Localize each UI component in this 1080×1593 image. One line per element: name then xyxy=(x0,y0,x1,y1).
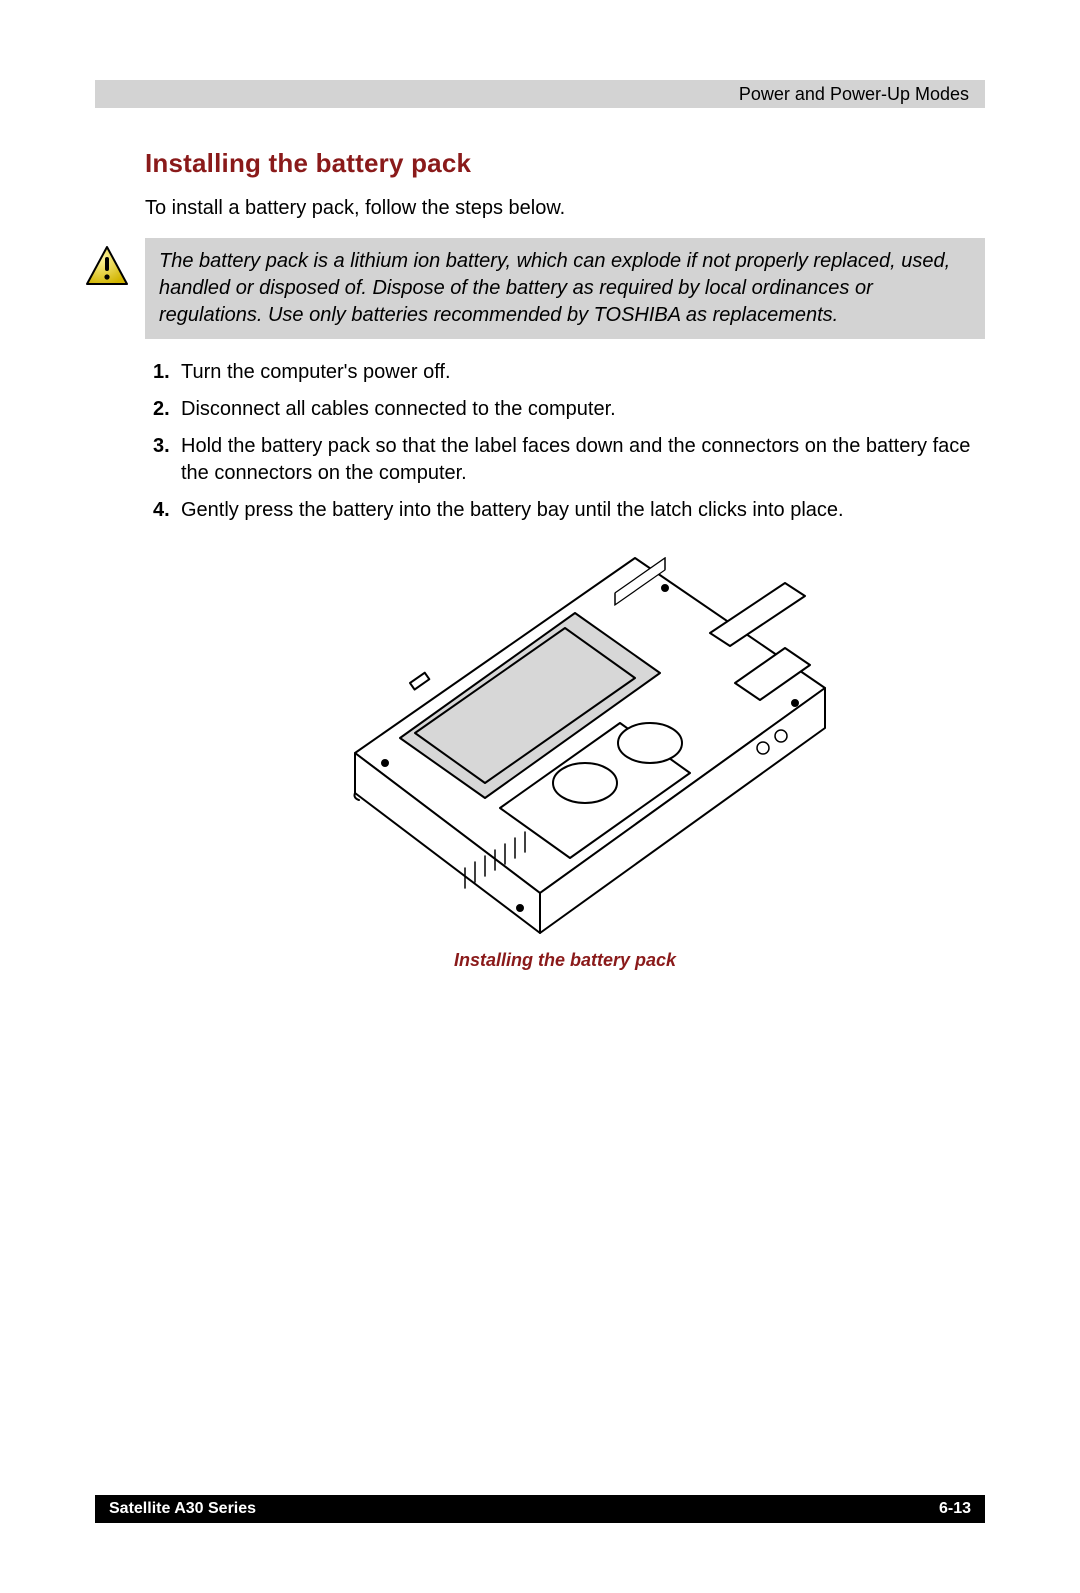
step-number: 3. xyxy=(153,433,181,487)
footer-page: 6-13 xyxy=(939,1500,971,1518)
step-item: 4. Gently press the battery into the bat… xyxy=(153,497,985,524)
warning-box: The battery pack is a lithium ion batter… xyxy=(145,238,985,339)
step-text: Disconnect all cables connected to the c… xyxy=(181,396,985,423)
step-number: 1. xyxy=(153,359,181,386)
warning-icon xyxy=(85,244,129,288)
warning-text: The battery pack is a lithium ion batter… xyxy=(159,250,950,326)
step-text: Gently press the battery into the batter… xyxy=(181,497,985,524)
step-text: Turn the computer's power off. xyxy=(181,359,985,386)
section-title: Installing the battery pack xyxy=(145,148,985,179)
footer-bar: Satellite A30 Series 6-13 xyxy=(95,1495,985,1523)
footer-series: Satellite A30 Series xyxy=(109,1500,256,1518)
step-item: 3. Hold the battery pack so that the lab… xyxy=(153,433,985,487)
step-item: 2. Disconnect all cables connected to th… xyxy=(153,396,985,423)
step-number: 2. xyxy=(153,396,181,423)
header-bar: Power and Power-Up Modes xyxy=(95,80,985,108)
step-item: 1. Turn the computer's power off. xyxy=(153,359,985,386)
main-section: Installing the battery pack To install a… xyxy=(95,148,985,971)
step-text: Hold the battery pack so that the label … xyxy=(181,433,985,487)
laptop-illustration xyxy=(265,538,865,938)
figure-caption: Installing the battery pack xyxy=(454,950,676,971)
warning-row: The battery pack is a lithium ion batter… xyxy=(85,238,985,339)
figure-wrap: Installing the battery pack xyxy=(145,538,985,971)
intro-text: To install a battery pack, follow the st… xyxy=(145,197,985,220)
steps-list: 1. Turn the computer's power off. 2. Dis… xyxy=(153,359,985,524)
header-title: Power and Power-Up Modes xyxy=(739,84,969,105)
document-page: Power and Power-Up Modes Installing the … xyxy=(0,0,1080,1593)
step-number: 4. xyxy=(153,497,181,524)
